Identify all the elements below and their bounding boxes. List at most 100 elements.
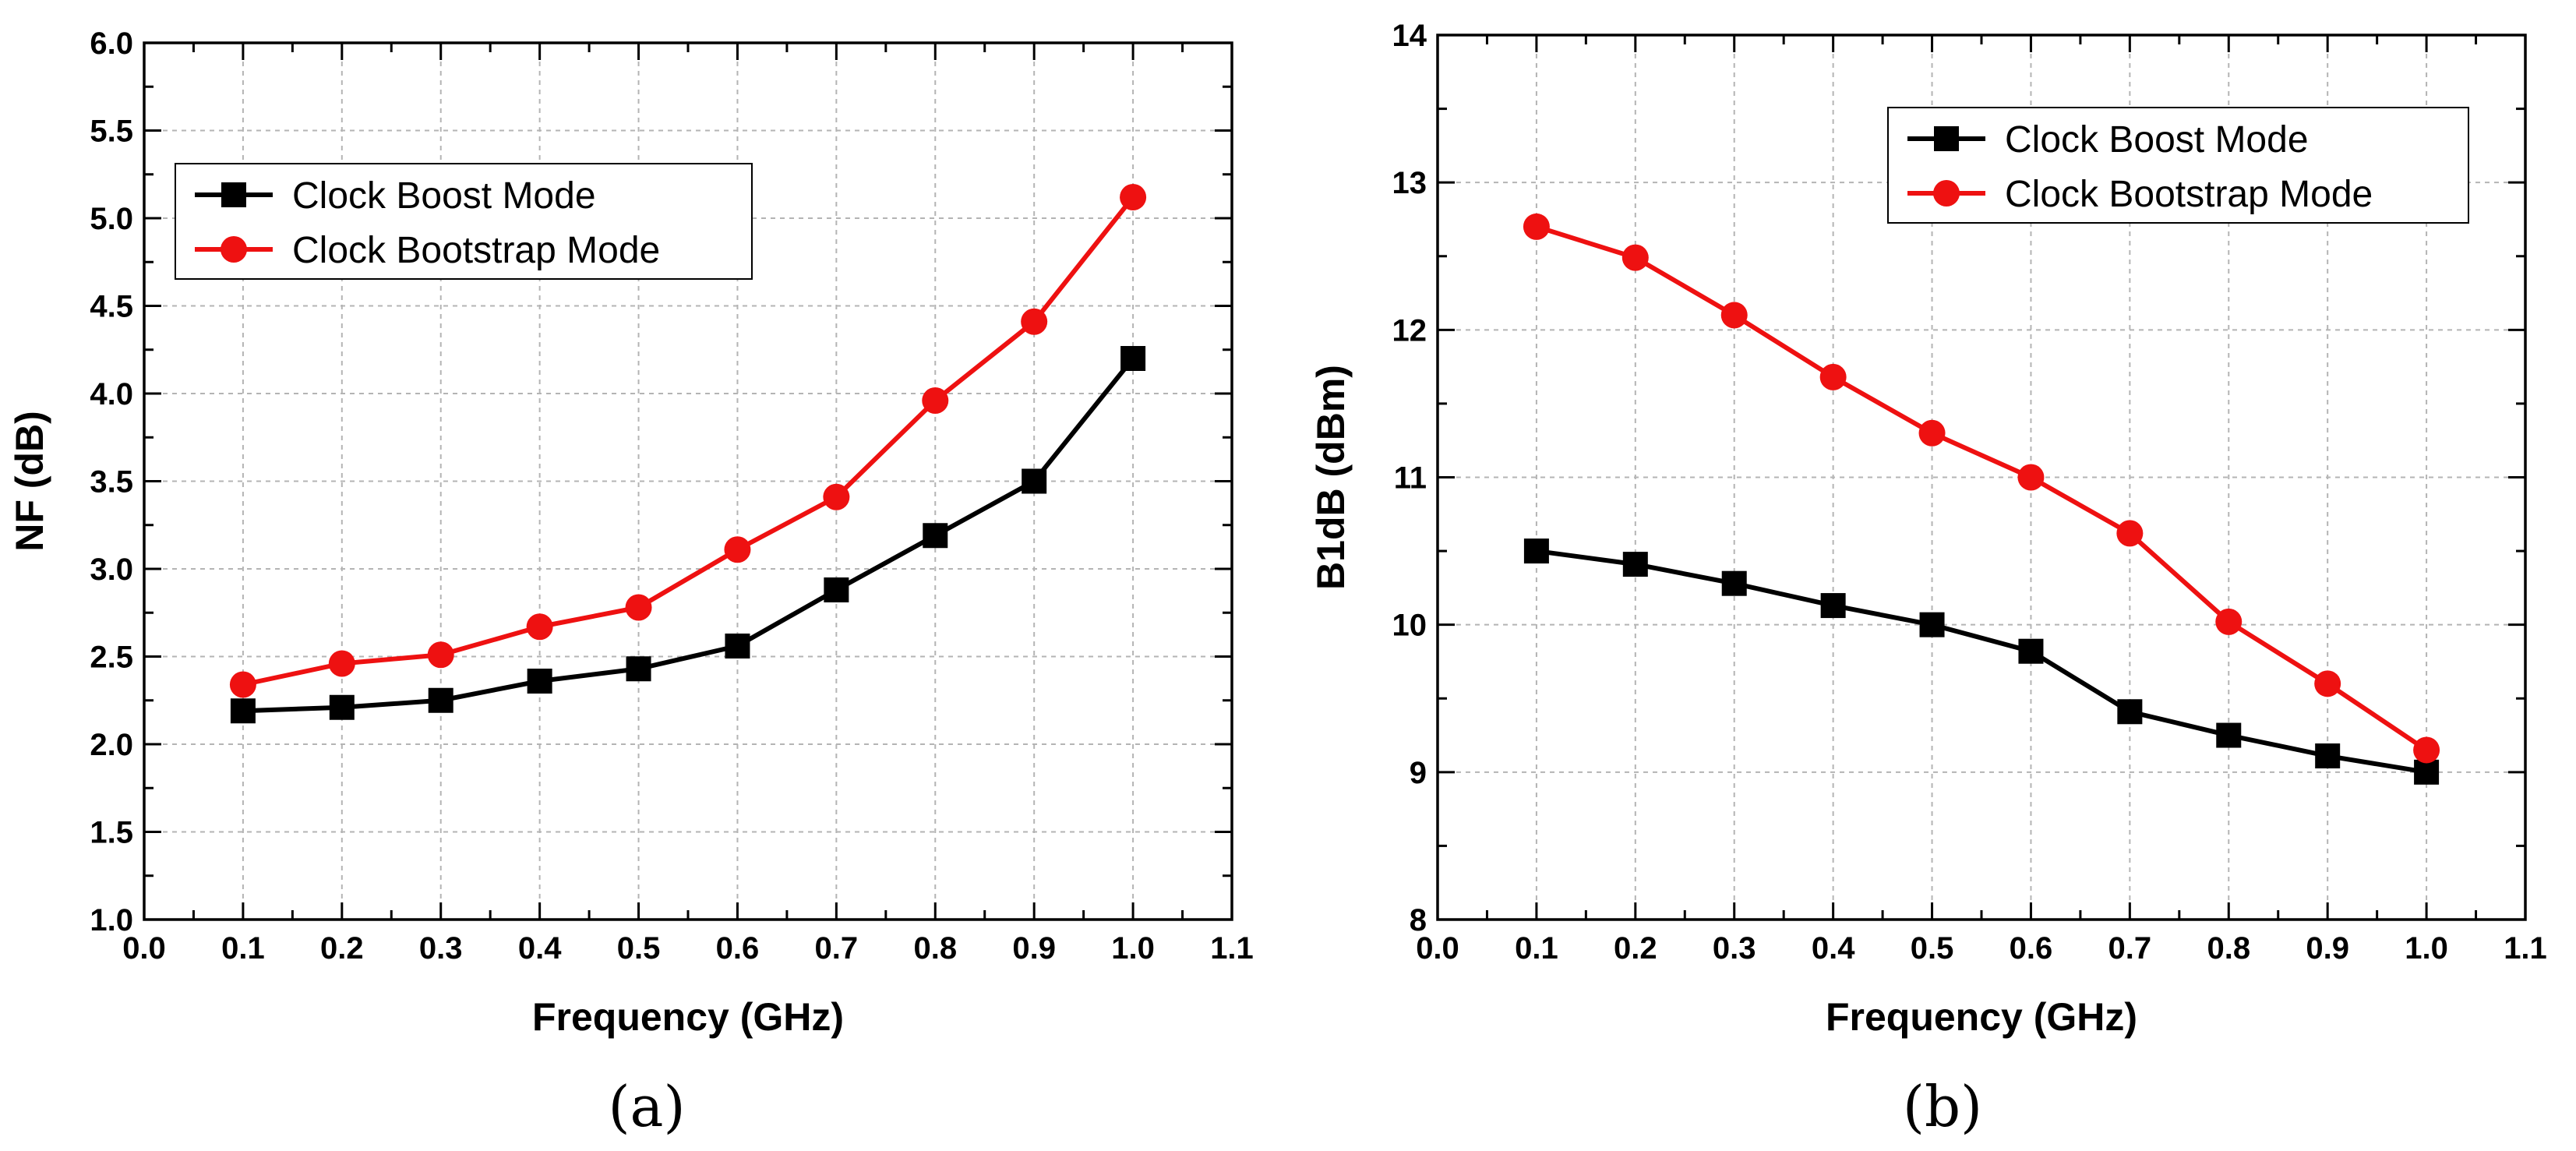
legend-marker-square (221, 182, 246, 207)
data-point-circle (1918, 419, 1946, 447)
data-point-circle (2413, 736, 2440, 764)
y-tick-label: 6.0 (90, 26, 133, 61)
x-tick-label: 0.3 (1713, 931, 1756, 966)
y-tick-label: 8 (1410, 903, 1427, 937)
series-clock-bootstrap-mode (1523, 213, 2440, 764)
data-point-circle (922, 387, 949, 414)
y-axis-title: NF (dB) (8, 411, 51, 552)
legend-label: Clock Bootstrap Mode (292, 230, 660, 271)
data-point-square (626, 656, 651, 682)
x-tick-label: 0.2 (320, 931, 364, 966)
data-point-circle (526, 613, 553, 641)
y-tick-label: 1.5 (90, 816, 133, 850)
data-point-square (1919, 612, 1945, 637)
series-clock-bootstrap-mode (229, 184, 1147, 698)
data-point-circle (427, 641, 454, 669)
series-clock-boost-mode (1523, 538, 2440, 785)
x-tick-label: 0.4 (1812, 931, 1855, 966)
legend: Clock Boost Mode Clock Bootstrap Mode (1887, 107, 2469, 224)
data-point-circle (724, 536, 751, 563)
legend: Clock Boost Mode Clock Bootstrap Mode (175, 163, 753, 280)
data-point-square (1022, 468, 1047, 494)
legend-label: Clock Boost Mode (292, 175, 596, 217)
x-tick-label: 0.6 (716, 931, 760, 966)
x-axis: 0.0 0.1 0.2 0.3 0.4 0.5 0.6 0.7 0.8 0.9 1.0 1.1 (1416, 35, 2547, 966)
data-point-square (1820, 593, 1846, 619)
x-tick-label: 0.2 (1614, 931, 1657, 966)
legend-label: Clock Boost Mode (2005, 119, 2309, 161)
y-tick-label: 4.0 (90, 377, 133, 411)
y-tick-label: 2.5 (90, 641, 133, 675)
x-tick-label: 0.5 (617, 931, 661, 966)
data-point-square (2018, 638, 2044, 664)
data-point-circle (823, 483, 850, 510)
y-tick-label: 9 (1410, 756, 1427, 790)
data-point-circle (229, 671, 256, 698)
x-axis-title: Frequency (GHz) (532, 995, 844, 1039)
x-tick-label: 0.3 (419, 931, 463, 966)
x-tick-label: 1.1 (2504, 931, 2547, 966)
data-point-square (230, 698, 256, 724)
legend-box (175, 163, 753, 280)
data-point-circle (328, 650, 355, 677)
y-tick-label: 3.0 (90, 553, 133, 587)
x-tick-label: 0.7 (2108, 931, 2152, 966)
legend-label: Clock Bootstrap Mode (2005, 174, 2373, 215)
data-point-square (2117, 699, 2143, 725)
y-tick-label: 10 (1392, 609, 1427, 643)
panel-label: (b) (1903, 1074, 1982, 1139)
y-tick-label: 11 (1394, 461, 1427, 496)
chart-b1db-vs-frequency: 0.0 0.1 0.2 0.3 0.4 0.5 0.6 0.7 0.8 0.9 1.0 1.1 8 9 10… (1309, 19, 2547, 1139)
data-point-circle (2017, 464, 2045, 491)
series-line (242, 357, 1135, 714)
legend-box (1887, 107, 2469, 224)
data-point-square (1622, 552, 1648, 577)
data-point-square (824, 577, 849, 602)
x-axis-title: Frequency (GHz) (1826, 995, 2137, 1039)
data-point-square (2315, 743, 2341, 769)
y-tick-label: 14 (1392, 19, 1427, 53)
x-tick-label: 0.1 (1515, 931, 1558, 966)
data-point-circle (2314, 670, 2341, 697)
x-tick-label: 0.0 (122, 931, 166, 966)
x-tick-label: 1.0 (2405, 931, 2448, 966)
y-tick-label: 13 (1392, 166, 1427, 200)
series-line (1536, 224, 2428, 752)
y-tick-label: 5.5 (90, 115, 133, 149)
y-tick-label: 4.5 (90, 290, 133, 324)
y-axis-title: B1dB (dBm) (1309, 365, 1353, 590)
data-point-circle (1621, 244, 1649, 271)
y-tick-label: 1.0 (90, 903, 133, 937)
data-point-square (923, 523, 948, 549)
data-point-circle (1819, 363, 1847, 390)
data-point-square (2216, 722, 2242, 748)
y-axis: 8 9 10 11 12 13 14 (1392, 19, 2525, 937)
data-point-circle (1120, 184, 1147, 210)
data-point-circle (2116, 520, 2144, 547)
y-tick-label: 5.0 (90, 202, 133, 236)
x-tick-label: 0.9 (1012, 931, 1056, 966)
legend-marker-circle (1933, 180, 1960, 207)
y-tick-label: 2.0 (90, 728, 133, 762)
data-point-circle (625, 594, 652, 621)
x-tick-label: 0.5 (1911, 931, 1954, 966)
data-point-square (527, 669, 552, 694)
y-tick-label: 3.5 (90, 465, 133, 500)
legend-marker-circle (221, 236, 247, 263)
x-axis: 0.0 0.1 0.2 0.3 0.4 0.5 0.6 0.7 0.8 0.9 1.0 1.1 (122, 43, 1254, 966)
x-tick-label: 0.4 (518, 931, 562, 966)
data-point-circle (1523, 213, 1550, 240)
x-tick-label: 0.9 (2306, 931, 2349, 966)
x-tick-label: 0.8 (2207, 931, 2250, 966)
x-tick-label: 1.0 (1111, 931, 1155, 966)
x-tick-label: 0.8 (913, 931, 957, 966)
y-tick-label: 12 (1392, 313, 1427, 348)
data-point-square (428, 687, 453, 713)
data-point-circle (1720, 302, 1748, 329)
series-clock-boost-mode (230, 346, 1146, 724)
data-point-square (1120, 346, 1146, 371)
x-tick-label: 0.1 (221, 931, 265, 966)
legend-marker-square (1934, 126, 1959, 151)
data-point-circle (2215, 608, 2243, 635)
chart-nf-vs-frequency: 0.0 0.1 0.2 0.3 0.4 0.5 0.6 0.7 0.8 0.9 1.0 1.11.01… (8, 26, 1254, 1139)
